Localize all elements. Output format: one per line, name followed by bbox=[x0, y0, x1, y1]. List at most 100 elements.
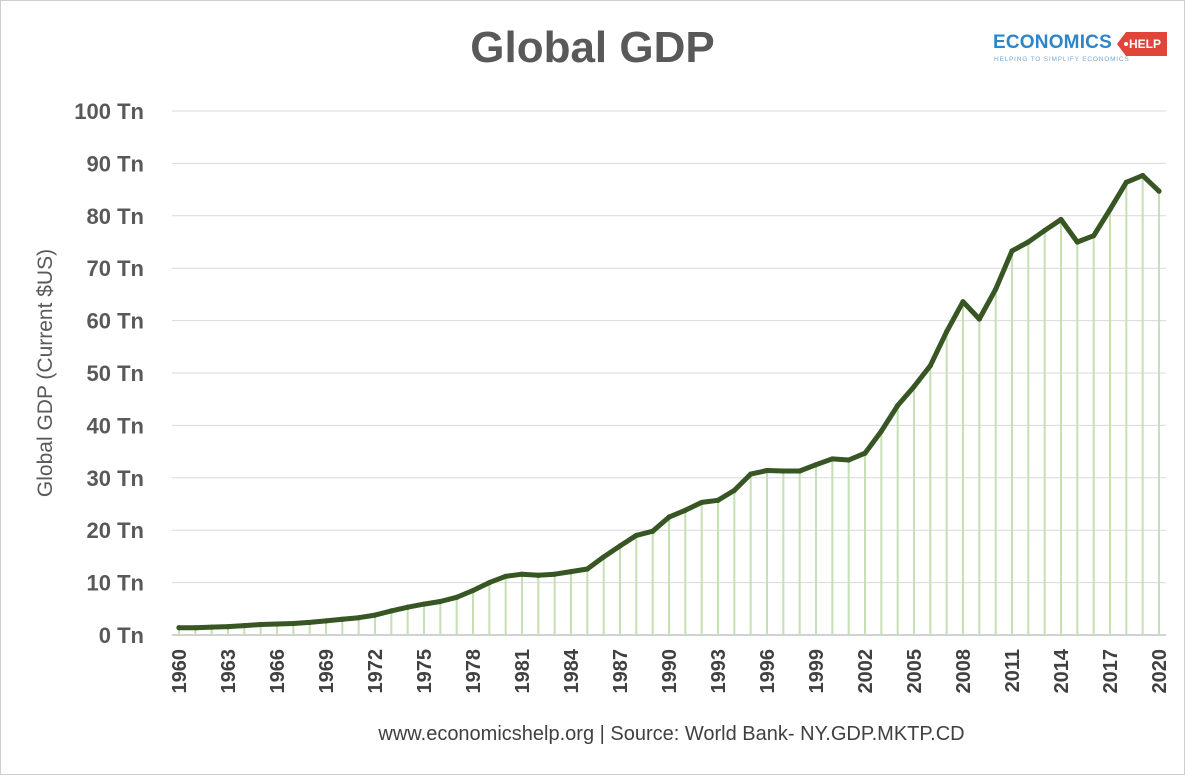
data-point bbox=[290, 620, 296, 627]
data-point bbox=[421, 601, 427, 607]
logo-wordmark: ECONOMICS bbox=[993, 32, 1112, 53]
chart-title: Global GDP bbox=[470, 23, 715, 72]
economicshelp-logo: ECONOMICS HELP HELPING TO SIMPLIFY ECONO… bbox=[993, 32, 1173, 72]
data-point bbox=[1156, 188, 1162, 194]
y-axis-title: Global GDP (Current $US) bbox=[34, 249, 57, 497]
data-point bbox=[764, 467, 770, 474]
data-point bbox=[176, 625, 182, 631]
data-point bbox=[682, 507, 688, 513]
data-point bbox=[339, 616, 345, 622]
data-point bbox=[715, 497, 721, 503]
data-point bbox=[1025, 239, 1031, 245]
x-tick-label: 2008 bbox=[953, 649, 975, 694]
area-fill bbox=[178, 175, 1160, 635]
data-point bbox=[356, 615, 362, 621]
x-tick-label: 1996 bbox=[757, 649, 779, 694]
data-point bbox=[470, 587, 476, 594]
x-tick-label: 2017 bbox=[1100, 649, 1122, 694]
data-point bbox=[209, 624, 215, 630]
y-tick-label: 40 Tn bbox=[87, 413, 144, 438]
x-tick-label: 1981 bbox=[512, 649, 534, 694]
x-tick-label: 1993 bbox=[708, 649, 730, 694]
data-point bbox=[1140, 172, 1146, 179]
data-point bbox=[225, 624, 231, 630]
data-point bbox=[437, 598, 443, 605]
data-point bbox=[650, 528, 656, 534]
data-point bbox=[829, 456, 835, 462]
y-tick-label: 100 Tn bbox=[74, 99, 144, 124]
data-point bbox=[1107, 206, 1113, 213]
y-tick-label: 0 Tn bbox=[99, 623, 144, 648]
data-point bbox=[1058, 216, 1064, 223]
logo-tag-text: HELP bbox=[1129, 37, 1162, 51]
data-point bbox=[895, 402, 901, 409]
y-tick-label: 60 Tn bbox=[87, 309, 144, 334]
y-tick-label: 30 Tn bbox=[87, 466, 144, 491]
data-point bbox=[454, 594, 460, 600]
data-point bbox=[192, 625, 198, 631]
data-point bbox=[960, 299, 966, 305]
data-point bbox=[1123, 179, 1129, 185]
source-note: www.economicshelp.org | Source: World Ba… bbox=[378, 723, 965, 745]
y-tick-label: 80 Tn bbox=[87, 204, 144, 229]
data-point bbox=[862, 450, 868, 456]
data-point bbox=[405, 604, 411, 610]
data-point bbox=[797, 468, 803, 474]
data-point bbox=[274, 621, 280, 627]
data-point bbox=[633, 532, 639, 539]
x-tick-label: 2014 bbox=[1051, 648, 1073, 693]
data-point bbox=[927, 363, 933, 369]
x-tick-label: 1972 bbox=[365, 649, 387, 694]
data-point bbox=[699, 499, 705, 506]
y-tick-label: 90 Tn bbox=[87, 151, 144, 176]
y-tick-label: 10 Tn bbox=[87, 571, 144, 596]
data-point bbox=[911, 384, 917, 390]
data-point bbox=[307, 619, 313, 626]
data-point bbox=[993, 286, 999, 292]
x-tick-label: 1987 bbox=[610, 649, 632, 694]
tag-hole-icon bbox=[1124, 42, 1128, 46]
data-point bbox=[748, 471, 754, 477]
data-point bbox=[813, 462, 819, 468]
x-tick-label: 1999 bbox=[806, 649, 828, 694]
x-tick-label: 1960 bbox=[169, 649, 191, 694]
x-axis-ticks: 1960 1963 1966 1969 1972 1975 1978 1981 1984 1987… bbox=[169, 648, 1171, 693]
x-tick-label: 1975 bbox=[414, 649, 436, 694]
data-point bbox=[1091, 233, 1097, 239]
x-tick-label: 1978 bbox=[463, 649, 485, 694]
data-point bbox=[258, 621, 264, 628]
data-point bbox=[1074, 239, 1080, 245]
data-point bbox=[323, 618, 329, 624]
data-point bbox=[780, 468, 786, 474]
data-point bbox=[846, 457, 852, 463]
x-tick-label: 2005 bbox=[904, 649, 926, 694]
x-tick-label: 1963 bbox=[218, 649, 240, 694]
data-point bbox=[878, 428, 884, 434]
x-tick-label: 2002 bbox=[855, 649, 877, 694]
data-point bbox=[584, 566, 590, 572]
data-point bbox=[519, 571, 525, 577]
x-tick-label: 1984 bbox=[561, 648, 583, 693]
data-point bbox=[944, 329, 950, 335]
logo-tagline: HELPING TO SIMPLIFY ECONOMICS bbox=[994, 56, 1130, 63]
y-tick-label: 70 Tn bbox=[87, 256, 144, 281]
data-point bbox=[535, 572, 541, 578]
data-point bbox=[486, 580, 492, 586]
data-point bbox=[731, 487, 737, 493]
x-tick-label: 2011 bbox=[1002, 649, 1024, 692]
x-tick-label: 1990 bbox=[659, 649, 681, 694]
series-line bbox=[176, 172, 1162, 631]
y-tick-label: 20 Tn bbox=[87, 518, 144, 543]
data-point bbox=[552, 571, 558, 577]
data-point bbox=[503, 573, 509, 579]
data-point bbox=[617, 543, 623, 549]
logo-price-tag: HELP bbox=[1117, 32, 1168, 56]
y-tick-label: 50 Tn bbox=[87, 361, 144, 386]
x-tick-label: 1969 bbox=[316, 649, 338, 694]
x-tick-label: 1966 bbox=[267, 649, 289, 694]
data-point bbox=[976, 316, 982, 322]
data-point bbox=[241, 622, 247, 629]
x-tick-label: 2020 bbox=[1149, 649, 1171, 694]
